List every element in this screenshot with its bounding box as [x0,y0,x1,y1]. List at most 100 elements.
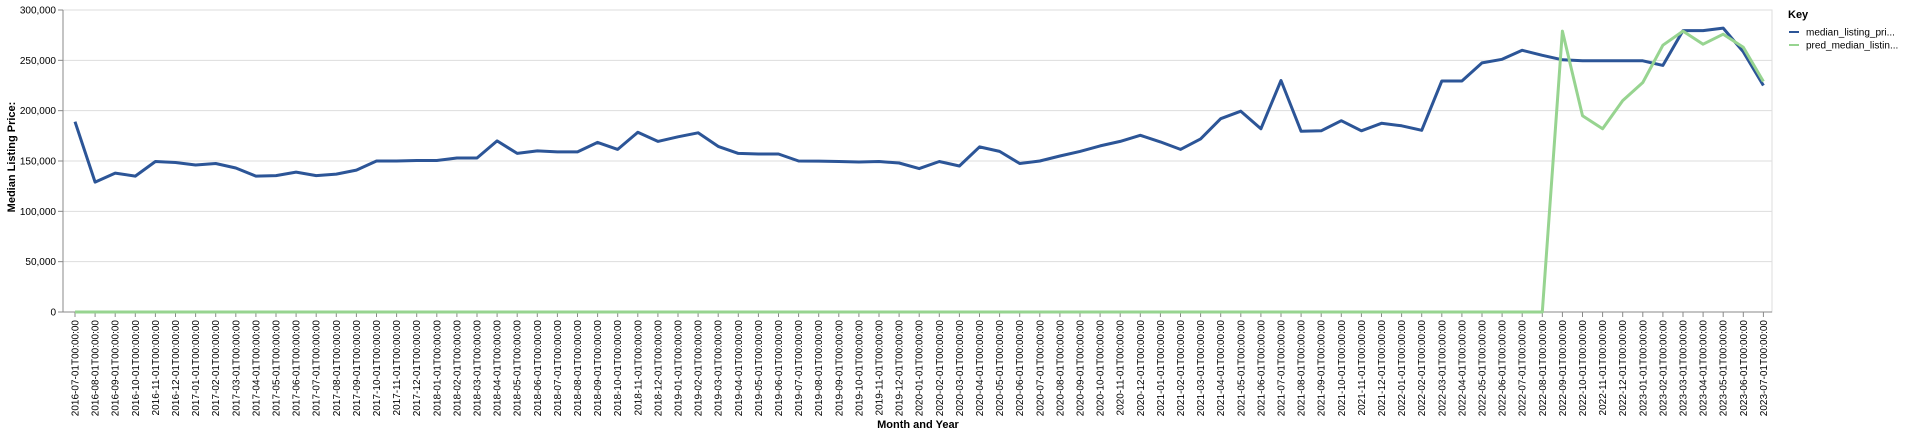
x-tick-label: 2019-08-01T00:00:00 [814,320,825,417]
x-tick-label: 2018-11-01T00:00:00 [633,320,644,416]
y-tick-label: 200,000 [20,106,57,117]
x-tick-label: 2021-03-01T00:00:00 [1196,320,1207,417]
x-tick-label: 2017-04-01T00:00:00 [251,320,262,417]
x-tick-label: 2022-11-01T00:00:00 [1598,320,1609,416]
x-tick-label: 2022-06-01T00:00:00 [1498,320,1509,417]
x-tick-label: 2016-08-01T00:00:00 [91,320,102,417]
series-line-1 [73,26,1765,184]
x-tick-label: 2017-02-01T00:00:00 [211,320,222,417]
x-tick-label: 2021-10-01T00:00:00 [1337,320,1348,417]
legend-title: Key [1788,9,1809,21]
x-tick-label: 2016-09-01T00:00:00 [111,320,122,417]
y-tick-label: 250,000 [20,56,57,67]
x-tick-label: 2018-07-01T00:00:00 [553,320,564,417]
x-tick-label: 2018-09-01T00:00:00 [593,320,604,417]
x-tick-label: 2020-07-01T00:00:00 [1035,320,1046,417]
x-tick-label: 2017-03-01T00:00:00 [231,320,242,417]
x-tick-label: 2019-01-01T00:00:00 [674,320,685,417]
x-tick-label: 2020-02-01T00:00:00 [935,320,946,417]
x-tick-label: 2022-05-01T00:00:00 [1478,320,1489,417]
x-tick-label: 2020-06-01T00:00:00 [1015,320,1026,417]
legend-label: median_listing_pri... [1806,28,1895,39]
x-tick-label: 2017-12-01T00:00:00 [412,320,423,417]
x-tick-label: 2019-05-01T00:00:00 [754,320,765,417]
x-tick-label: 2019-12-01T00:00:00 [895,320,906,417]
x-tick-label: 2018-02-01T00:00:00 [452,320,463,417]
x-tick-label: 2019-09-01T00:00:00 [834,320,845,417]
x-tick-label: 2020-08-01T00:00:00 [1055,320,1066,417]
x-tick-label: 2017-11-01T00:00:00 [392,320,403,416]
x-tick-label: 2022-02-01T00:00:00 [1417,320,1428,417]
x-tick-label: 2017-06-01T00:00:00 [292,320,303,417]
x-tick-label: 2018-08-01T00:00:00 [573,320,584,417]
x-tick-label: 2019-03-01T00:00:00 [714,320,725,417]
x-tick-label: 2018-05-01T00:00:00 [513,320,524,417]
x-tick-label: 2020-09-01T00:00:00 [1076,320,1087,417]
x-tick-label: 2020-01-01T00:00:00 [915,320,926,417]
x-tick-label: 2016-12-01T00:00:00 [171,320,182,417]
x-tick-label: 2021-01-01T00:00:00 [1156,320,1167,417]
x-tick-label: 2020-03-01T00:00:00 [955,320,966,417]
y-tick-label: 0 [50,308,56,319]
y-axis: 0 50,000 100,000 150,000 200,000 250,000 300,0… [20,6,64,319]
gridlines [62,9,1773,313]
x-tick-label: 2020-04-01T00:00:00 [975,320,986,417]
x-tick-label: 2018-12-01T00:00:00 [653,320,664,417]
y-tick-label: 50,000 [25,257,56,268]
series-line-2 [75,29,1765,314]
x-tick-label: 2019-11-01T00:00:00 [875,320,886,416]
x-tick-label: 2019-04-01T00:00:00 [734,320,745,417]
x-tick-label: 2018-10-01T00:00:00 [613,320,624,417]
x-tick-label: 2023-05-01T00:00:00 [1719,320,1730,417]
x-tick-label: 2021-04-01T00:00:00 [1216,320,1227,417]
x-tick-label: 2022-09-01T00:00:00 [1558,320,1569,417]
x-tick-label: 2018-06-01T00:00:00 [533,320,544,417]
x-tick-label: 2021-09-01T00:00:00 [1317,320,1328,417]
y-tick-label: 300,000 [20,6,57,17]
y-axis-title: Median Listing Price: [6,102,18,213]
x-tick-label: 2021-05-01T00:00:00 [1236,320,1247,417]
legend: Key median_listing_pri... pred_median_lis… [1788,9,1898,52]
x-tick-label: 2023-07-01T00:00:00 [1759,320,1770,417]
x-tick-label: 2021-08-01T00:00:00 [1297,320,1308,417]
x-tick-label: 2021-12-01T00:00:00 [1377,320,1388,417]
x-axis: 2016-07-01T00:00:00 2016-08-01T00:00:00 20… [63,311,1772,417]
x-tick-label: 2017-07-01T00:00:00 [312,320,323,417]
x-tick-label: 2022-10-01T00:00:00 [1578,320,1589,417]
x-axis-title: Month and Year [877,419,959,431]
x-tick-label: 2016-07-01T00:00:00 [71,320,82,417]
x-tick-label: 2022-04-01T00:00:00 [1457,320,1468,417]
x-tick-label: 2018-01-01T00:00:00 [432,320,443,417]
x-tick-label: 2023-04-01T00:00:00 [1699,320,1710,417]
x-tick-label: 2021-07-01T00:00:00 [1277,320,1288,417]
y-tick-label: 100,000 [20,207,57,218]
legend-label: pred_median_listin... [1806,41,1898,52]
x-tick-label: 2023-03-01T00:00:00 [1679,320,1690,417]
x-tick-label: 2016-10-01T00:00:00 [131,320,142,417]
x-tick-label: 2017-09-01T00:00:00 [352,320,363,417]
x-tick-label: 2019-07-01T00:00:00 [794,320,805,417]
x-tick-label: 2017-10-01T00:00:00 [372,320,383,417]
x-tick-label: 2023-02-01T00:00:00 [1658,320,1669,417]
x-tick-label: 2022-03-01T00:00:00 [1437,320,1448,417]
x-tick-label: 2020-11-01T00:00:00 [1116,320,1127,416]
x-tick-label: 2019-02-01T00:00:00 [694,320,705,417]
x-tick-label: 2020-05-01T00:00:00 [995,320,1006,417]
x-tick-label: 2022-12-01T00:00:00 [1618,320,1629,417]
x-tick-label: 2021-06-01T00:00:00 [1256,320,1267,417]
x-tick-label: 2023-01-01T00:00:00 [1638,320,1649,417]
x-tick-label: 2022-07-01T00:00:00 [1518,320,1529,417]
x-tick-label: 2018-04-01T00:00:00 [493,320,504,417]
x-tick-label: 2021-11-01T00:00:00 [1357,320,1368,416]
x-tick-label: 2016-11-01T00:00:00 [151,320,162,416]
x-tick-label: 2019-10-01T00:00:00 [854,320,865,417]
x-tick-label: 2018-03-01T00:00:00 [473,320,484,417]
x-tick-label: 2020-10-01T00:00:00 [1096,320,1107,417]
x-tick-label: 2017-05-01T00:00:00 [272,320,283,417]
y-tick-label: 150,000 [20,157,57,168]
x-tick-label: 2019-06-01T00:00:00 [774,320,785,417]
x-tick-label: 2022-01-01T00:00:00 [1397,320,1408,417]
x-tick-label: 2017-01-01T00:00:00 [191,320,202,417]
x-tick-label: 2021-02-01T00:00:00 [1176,320,1187,417]
